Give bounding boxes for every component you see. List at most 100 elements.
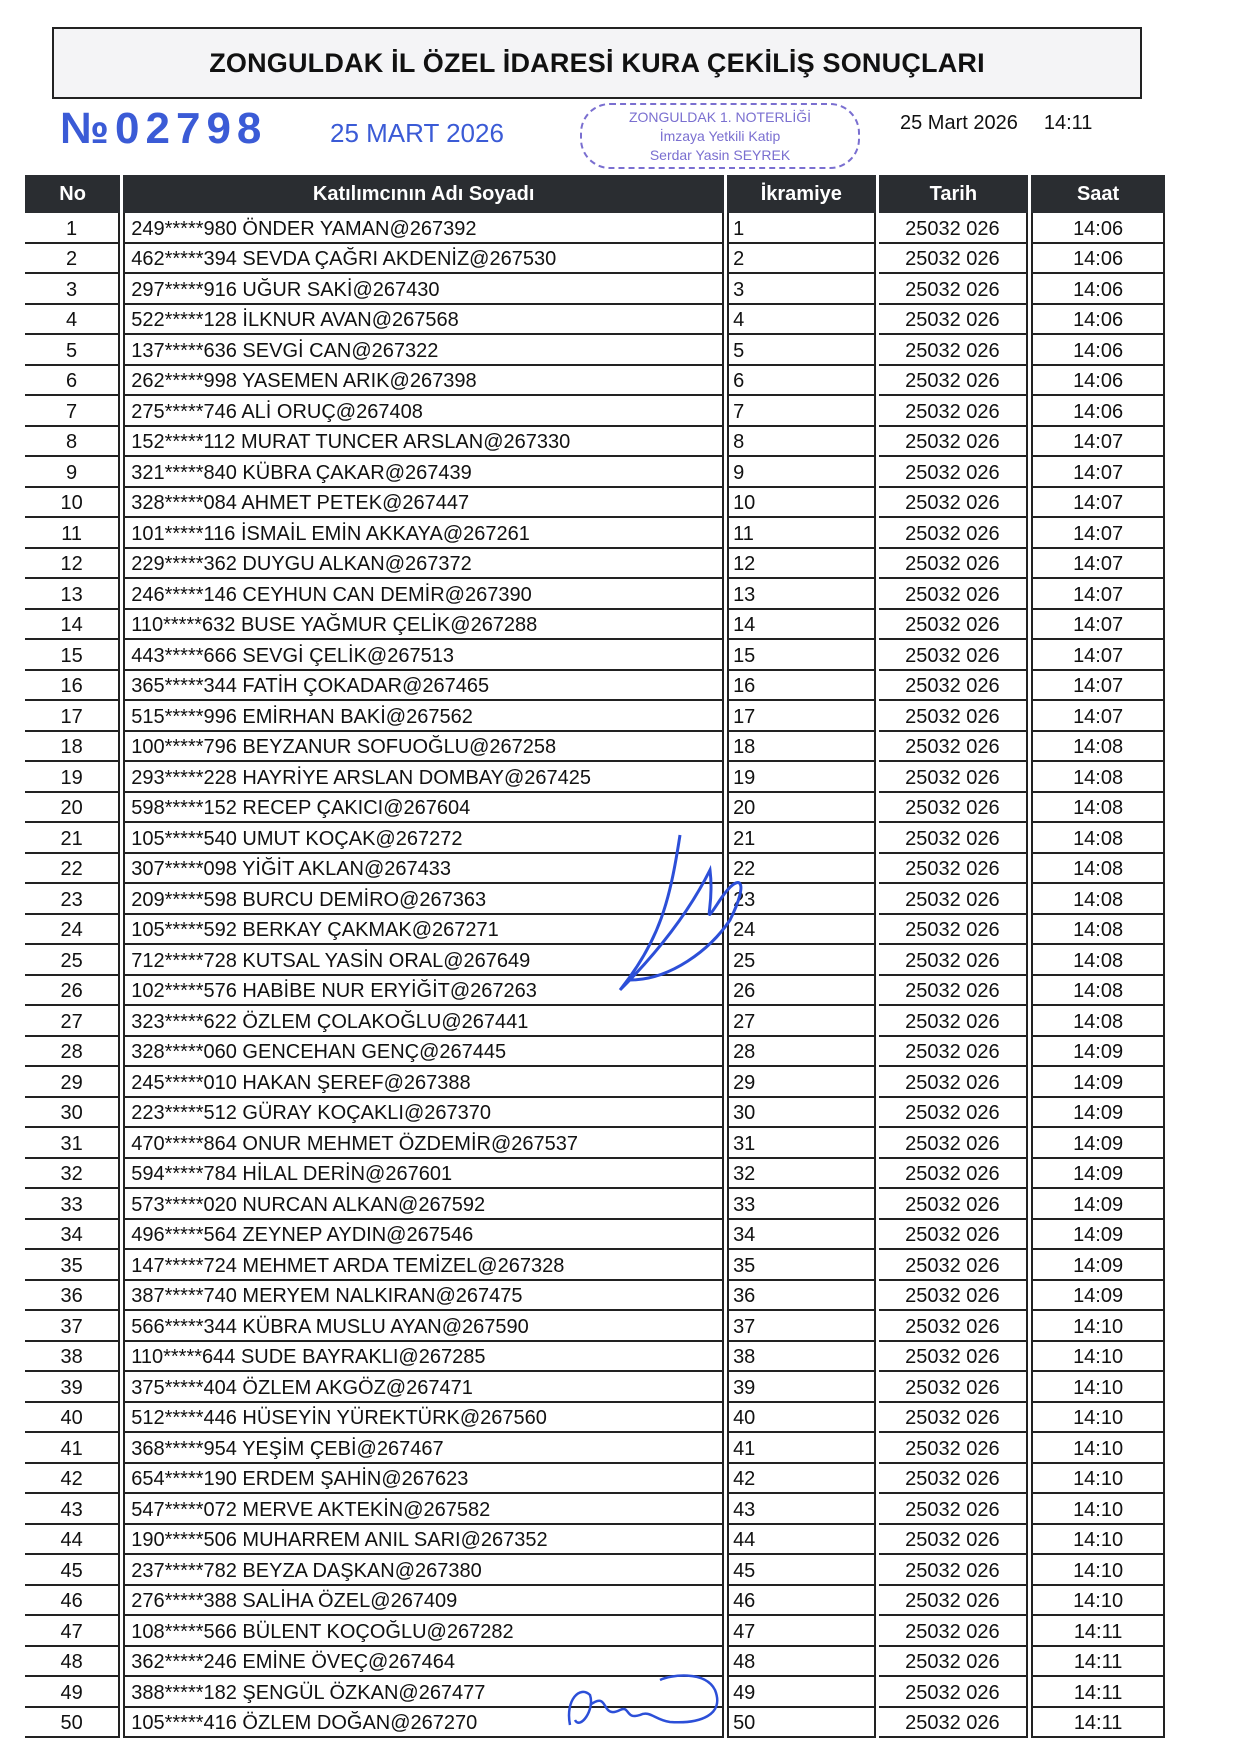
cell-date: 25032 026 — [878, 823, 1029, 854]
cell-date: 25032 026 — [878, 1128, 1029, 1159]
cell-participant-name: 598*****152 RECEP ÇAKICI@267604 — [123, 792, 725, 823]
cell-no: 45 — [25, 1555, 121, 1586]
cell-no: 31 — [25, 1128, 121, 1159]
cell-participant-name: 496*****564 ZEYNEP AYDIN@267546 — [123, 1219, 725, 1250]
cell-date: 25032 026 — [878, 640, 1029, 671]
cell-date: 25032 026 — [878, 1616, 1029, 1647]
cell-no: 10 — [25, 487, 121, 518]
cell-prize: 11 — [727, 518, 876, 549]
cell-time: 14:10 — [1031, 1402, 1165, 1433]
cell-prize: 3 — [727, 274, 876, 305]
cell-date: 25032 026 — [878, 1006, 1029, 1037]
cell-date: 25032 026 — [878, 518, 1029, 549]
cell-no: 12 — [25, 548, 121, 579]
cell-no: 7 — [25, 396, 121, 427]
cell-participant-name: 147*****724 MEHMET ARDA TEMİZEL@267328 — [123, 1250, 725, 1281]
table-row: 23 209*****598 BURCU DEMİRO@267363 23 25032… — [25, 884, 1165, 915]
cell-participant-name: 515*****996 EMİRHAN BAKİ@267562 — [123, 701, 725, 732]
cell-date: 25032 026 — [878, 1585, 1029, 1616]
cell-prize: 47 — [727, 1616, 876, 1647]
cell-participant-name: 566*****344 KÜBRA MUSLU AYAN@267590 — [123, 1311, 725, 1342]
column-header-time: Saat — [1031, 175, 1165, 213]
cell-no: 16 — [25, 670, 121, 701]
table-row: 35 147*****724 MEHMET ARDA TEMİZEL@267328… — [25, 1250, 1165, 1281]
cell-no: 9 — [25, 457, 121, 488]
table-row: 40 512*****446 HÜSEYİN YÜREKTÜRK@267560 40… — [25, 1402, 1165, 1433]
print-time: 14:11 — [1043, 112, 1093, 134]
cell-prize: 30 — [727, 1097, 876, 1128]
cell-prize: 26 — [727, 975, 876, 1006]
page-title: ZONGULDAK İL ÖZEL İDARESİ KURA ÇEKİLİŞ S… — [209, 47, 985, 78]
seal-line: İmzaya Yetkili Katip — [659, 128, 781, 144]
cell-time: 14:11 — [1031, 1707, 1165, 1738]
cell-time: 14:11 — [1031, 1616, 1165, 1647]
cell-date: 25032 026 — [878, 1158, 1029, 1189]
cell-prize: 39 — [727, 1372, 876, 1403]
cell-prize: 34 — [727, 1219, 876, 1250]
cell-date: 25032 026 — [878, 1341, 1029, 1372]
cell-time: 14:10 — [1031, 1555, 1165, 1586]
title-box: ZONGULDAK İL ÖZEL İDARESİ KURA ÇEKİLİŞ S… — [52, 27, 1142, 99]
cell-no: 20 — [25, 792, 121, 823]
cell-no: 48 — [25, 1646, 121, 1677]
cell-no: 34 — [25, 1219, 121, 1250]
cell-date: 25032 026 — [878, 1646, 1029, 1677]
cell-no: 49 — [25, 1677, 121, 1708]
cell-time: 14:08 — [1031, 975, 1165, 1006]
cell-time: 14:10 — [1031, 1494, 1165, 1525]
cell-participant-name: 246*****146 CEYHUN CAN DEMİR@267390 — [123, 579, 725, 610]
cell-prize: 35 — [727, 1250, 876, 1281]
cell-prize: 20 — [727, 792, 876, 823]
cell-participant-name: 365*****344 FATİH ÇOKADAR@267465 — [123, 670, 725, 701]
cell-participant-name: 328*****084 AHMET PETEK@267447 — [123, 487, 725, 518]
table-row: 3 297*****916 UĞUR SAKİ@267430 3 25032 026 1… — [25, 274, 1165, 305]
cell-time: 14:09 — [1031, 1097, 1165, 1128]
cell-prize: 17 — [727, 701, 876, 732]
cell-date: 25032 026 — [878, 609, 1029, 640]
cell-no: 35 — [25, 1250, 121, 1281]
table-row: 30 223*****512 GÜRAY KOÇAKLI@267370 30 2503… — [25, 1097, 1165, 1128]
cell-date: 25032 026 — [878, 1463, 1029, 1494]
results-table: No Katılımcının Adı Soyadı İkramiye Tari… — [22, 175, 1168, 1738]
cell-participant-name: 293*****228 HAYRİYE ARSLAN DOMBAY@267425 — [123, 762, 725, 793]
cell-prize: 28 — [727, 1036, 876, 1067]
number-stamp: №02798 — [60, 104, 268, 153]
cell-prize: 36 — [727, 1280, 876, 1311]
cell-prize: 10 — [727, 487, 876, 518]
table-row: 27 323*****622 ÖZLEM ÇOLAKOĞLU@267441 27 25… — [25, 1006, 1165, 1037]
cell-time: 14:06 — [1031, 365, 1165, 396]
cell-time: 14:10 — [1031, 1433, 1165, 1464]
table-row: 41 368*****954 YEŞİM ÇEBİ@267467 41 25032 0… — [25, 1433, 1165, 1464]
cell-time: 14:07 — [1031, 670, 1165, 701]
cell-prize: 21 — [727, 823, 876, 854]
cell-date: 25032 026 — [878, 792, 1029, 823]
cell-participant-name: 368*****954 YEŞİM ÇEBİ@267467 — [123, 1433, 725, 1464]
table-row: 28 328*****060 GENCEHAN GENÇ@267445 28 2503… — [25, 1036, 1165, 1067]
cell-prize: 49 — [727, 1677, 876, 1708]
table-row: 43 547*****072 MERVE AKTEKİN@267582 43 2503… — [25, 1494, 1165, 1525]
cell-date: 25032 026 — [878, 1677, 1029, 1708]
cell-no: 37 — [25, 1311, 121, 1342]
cell-participant-name: 105*****540 UMUT KOÇAK@267272 — [123, 823, 725, 854]
cell-prize: 1 — [727, 213, 876, 244]
cell-participant-name: 249*****980 ÖNDER YAMAN@267392 — [123, 213, 725, 244]
cell-participant-name: 276*****388 SALİHA ÖZEL@267409 — [123, 1585, 725, 1616]
table-row: 47 108*****566 BÜLENT KOÇOĞLU@267282 47 250… — [25, 1616, 1165, 1647]
cell-no: 21 — [25, 823, 121, 854]
cell-no: 26 — [25, 975, 121, 1006]
cell-time: 14:06 — [1031, 274, 1165, 305]
cell-time: 14:06 — [1031, 304, 1165, 335]
cell-participant-name: 275*****746 ALİ ORUÇ@267408 — [123, 396, 725, 427]
cell-no: 36 — [25, 1280, 121, 1311]
cell-date: 25032 026 — [878, 945, 1029, 976]
cell-no: 18 — [25, 731, 121, 762]
cell-time: 14:08 — [1031, 884, 1165, 915]
table-row: 10 328*****084 AHMET PETEK@267447 10 25032 … — [25, 487, 1165, 518]
table-row: 14 110*****632 BUSE YAĞMUR ÇELİK@267288 14… — [25, 609, 1165, 640]
table-row: 33 573*****020 NURCAN ALKAN@267592 33 25032… — [25, 1189, 1165, 1220]
table-row: 16 365*****344 FATİH ÇOKADAR@267465 16 2503… — [25, 670, 1165, 701]
cell-date: 25032 026 — [878, 1219, 1029, 1250]
table-row: 32 594*****784 HİLAL DERİN@267601 32 25032 … — [25, 1158, 1165, 1189]
cell-participant-name: 328*****060 GENCEHAN GENÇ@267445 — [123, 1036, 725, 1067]
cell-date: 25032 026 — [878, 1189, 1029, 1220]
